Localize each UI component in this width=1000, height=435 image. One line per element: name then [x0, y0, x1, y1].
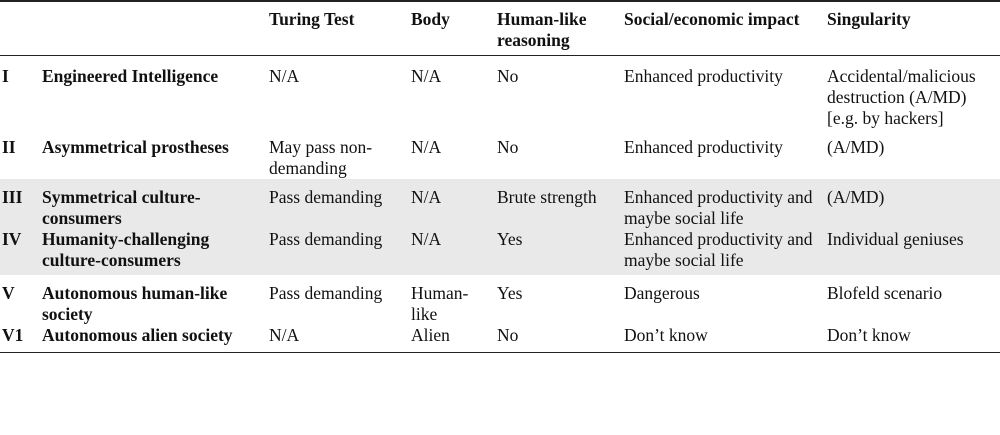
cell-human-like-reasoning: No: [497, 137, 519, 157]
table-row: V1 Autonomous alien society N/A Alien No…: [0, 325, 1000, 353]
cell-human-like-reasoning: No: [497, 325, 519, 345]
row-name: Engineered Intelligence: [42, 66, 219, 86]
cell-social-economic-impact: Enhanced productivity: [624, 137, 783, 157]
cell-turing-test: Pass demanding: [269, 179, 411, 229]
table-row: IV Humanity-challenging culture-consumer…: [0, 229, 1000, 275]
table-row: I Engineered Intelligence N/A N/A No Enh…: [0, 56, 1000, 130]
cell-turing-test: May pass non-demanding: [269, 137, 373, 178]
cell-body: N/A: [411, 179, 497, 229]
cell-turing-test: Pass demanding: [269, 283, 383, 303]
singularity-text: Accidental/malicious destruction (A/MD): [827, 66, 976, 107]
table-row: II Asymmetrical prostheses May pass non-…: [0, 129, 1000, 179]
cell-social-economic-impact: Enhanced productivity and maybe social l…: [624, 229, 827, 275]
cell-singularity: (A/MD): [827, 137, 885, 157]
cell-human-like-reasoning: Yes: [497, 283, 523, 303]
cell-body: Alien: [411, 325, 450, 345]
row-number: II: [2, 137, 16, 157]
table-row: V Autonomous human-like society Pass dem…: [0, 275, 1000, 325]
cell-social-economic-impact: Enhanced productivity: [624, 66, 783, 86]
cell-social-economic-impact: Don’t know: [624, 325, 708, 345]
row-number: V1: [2, 325, 24, 345]
row-number: V: [2, 283, 15, 303]
cell-body: N/A: [411, 66, 442, 86]
header-turing-test: Turing Test: [269, 9, 355, 29]
cell-singularity: Don’t know: [827, 325, 911, 345]
singularity-note: [e.g. by hackers]: [827, 108, 944, 128]
cell-singularity: Blofeld scenario: [827, 283, 943, 303]
header-social-economic-impact: Social/economic impact: [624, 9, 800, 29]
cell-social-economic-impact: Enhanced productivity and maybe social l…: [624, 179, 827, 229]
row-number: III: [0, 179, 42, 229]
cell-singularity: Individual geniuses: [827, 229, 1000, 275]
row-name: Symmetrical culture-consumers: [42, 179, 269, 229]
comparison-table: Turing Test Body Human-like reasoning So…: [0, 1, 1000, 353]
cell-human-like-reasoning: No: [497, 66, 519, 86]
cell-body: N/A: [411, 229, 497, 275]
row-name: Autonomous alien society: [42, 325, 233, 345]
row-number: I: [2, 66, 9, 86]
header-row: Turing Test Body Human-like reasoning So…: [0, 1, 1000, 56]
row-number: IV: [0, 229, 42, 275]
cell-body: Human-like: [411, 283, 469, 324]
header-name: [42, 1, 269, 56]
header-body: Body: [411, 9, 450, 29]
cell-social-economic-impact: Dangerous: [624, 283, 700, 303]
row-name: Humanity-challenging culture-consumers: [42, 229, 269, 275]
cell-singularity: (A/MD): [827, 179, 1000, 229]
row-name: Autonomous human-like society: [42, 283, 228, 324]
header-human-like-reasoning: Human-like reasoning: [497, 9, 587, 50]
header-singularity: Singularity: [827, 9, 911, 29]
cell-turing-test: N/A: [269, 66, 300, 86]
table-row: III Symmetrical culture-consumers Pass d…: [0, 179, 1000, 229]
cell-human-like-reasoning: Brute strength: [497, 179, 624, 229]
cell-body: N/A: [411, 137, 442, 157]
cell-turing-test: Pass demanding: [269, 229, 411, 275]
cell-human-like-reasoning: Yes: [497, 229, 624, 275]
row-name: Asymmetrical prostheses: [42, 137, 229, 157]
header-num: [0, 1, 42, 56]
cell-singularity: Accidental/malicious destruction (A/MD) …: [827, 56, 1000, 130]
cell-turing-test: N/A: [269, 325, 300, 345]
